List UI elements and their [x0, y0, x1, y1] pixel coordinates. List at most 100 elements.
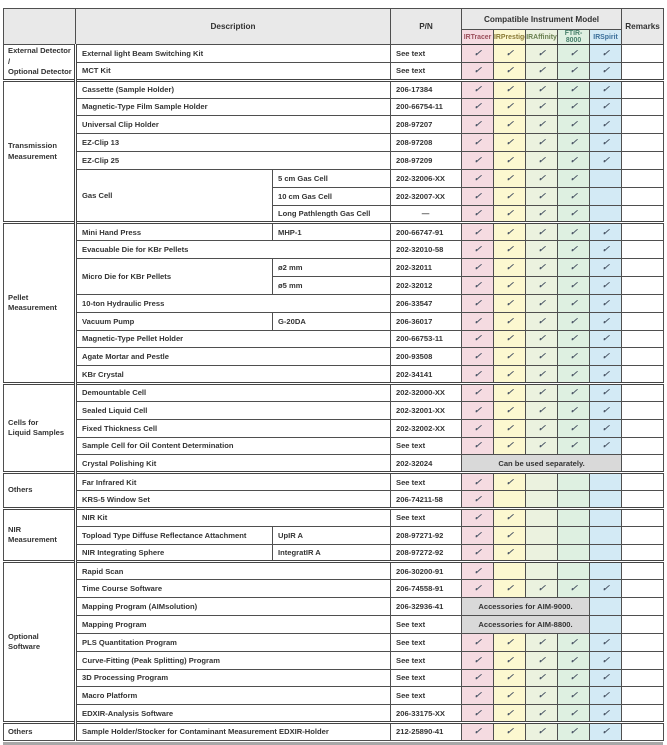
compat-cell-irtracer: ✓: [461, 97, 495, 117]
table-row: 3D Processing Program See text ✓ ✓ ✓ ✓ ✓: [4, 668, 665, 688]
check-icon: ✓: [569, 137, 579, 148]
compat-cell-irtracer: ✓: [461, 525, 495, 545]
check-icon: ✓: [601, 368, 611, 379]
check-icon: ✓: [473, 172, 483, 183]
remarks-cell: [621, 454, 665, 474]
compat-cell-ftir-8000: ✓: [557, 650, 591, 670]
table-row: Optional Software Rapid Scan 206-30200-91 ✓: [3, 560, 665, 724]
compat-cell-irtracer: ✓: [461, 560, 495, 581]
compat-cell-irspirit: ✓: [589, 133, 623, 153]
compat-cell-irspirit: [589, 490, 623, 509]
table-row: Agate Mortar and Pestle 200-93508 ✓ ✓ ✓ ✓ ✓: [4, 347, 665, 367]
compat-cell-irprestige: ✓: [493, 686, 527, 706]
compat-cell-ftir-8000: ✓: [557, 133, 591, 153]
description-cell: Mapping Program (AIMsolution): [74, 597, 392, 616]
compat-cell-irspirit: [589, 525, 623, 545]
pn-cell: 206-74558-91: [390, 579, 463, 599]
check-icon: ✓: [505, 101, 515, 112]
compat-cell-ftir-8000: [557, 490, 591, 509]
pn-cell: 206-17384: [390, 78, 463, 99]
pn-cell: See text: [390, 506, 463, 527]
compat-cell-irspirit: ✓: [589, 78, 623, 99]
pn-cell: 202-32001-XX: [390, 400, 463, 420]
compat-cell-ftir-8000: ✓: [557, 686, 591, 706]
remarks-cell: [621, 258, 665, 277]
check-icon: ✓: [601, 440, 611, 451]
check-icon: ✓: [473, 137, 483, 148]
compat-cell-irprestige: ✓: [493, 543, 527, 563]
compat-cell-irspirit: ✓: [589, 365, 623, 385]
compat-cell-irspirit: [589, 204, 623, 224]
description-cell: Sealed Liquid Cell: [74, 400, 392, 420]
check-icon: ✓: [569, 262, 579, 273]
compat-cell-iraffinity: ✓: [525, 115, 559, 135]
compat-cell-irspirit: ✓: [589, 436, 623, 456]
check-icon: ✓: [505, 726, 515, 737]
compat-cell-irtracer: ✓: [461, 293, 495, 313]
pn-cell: 208-97272-92: [390, 543, 463, 563]
table-row: Others Sample Holder/Stocker for Contamin…: [3, 721, 665, 741]
check-icon: ✓: [505, 65, 515, 76]
table-row: Cells for Liquid Samples Demountable Cell…: [3, 382, 665, 474]
check-icon: ✓: [569, 654, 579, 665]
table-row: ø5 mm 202-32012 ✓ ✓ ✓ ✓ ✓: [4, 275, 665, 295]
compat-cell-irtracer: ✓: [461, 506, 495, 527]
compat-cell-iraffinity: ✓: [525, 400, 559, 420]
description-cell: Time Course Software: [74, 579, 392, 599]
check-icon: ✓: [601, 154, 611, 165]
check-icon: ✓: [601, 119, 611, 130]
remarks-cell: [621, 329, 665, 349]
compat-cell-irspirit: [589, 597, 623, 616]
remarks-cell: [621, 382, 665, 402]
header-row-models: IRTracer IRPrestige IRAffinity FTIR-8000 IRS…: [4, 29, 664, 45]
check-icon: ✓: [505, 654, 515, 665]
check-icon: ✓: [601, 351, 611, 362]
compat-cell-ftir-8000: ✓: [557, 579, 591, 599]
check-icon: ✓: [473, 512, 483, 523]
check-icon: ✓: [505, 547, 515, 558]
check-icon: ✓: [505, 297, 515, 308]
sub-description-cell: Long Pathlength Gas Cell: [271, 204, 392, 224]
compat-cell-ftir-8000: ✓: [557, 311, 591, 331]
compat-cell-irtracer: ✓: [461, 400, 495, 420]
remarks-cell: [621, 704, 665, 724]
compat-cell-irtracer: ✓: [461, 490, 495, 509]
compat-cell-irspirit: ✓: [589, 115, 623, 135]
pn-header: P/N: [390, 8, 463, 45]
compat-cell-iraffinity: ✓: [525, 382, 559, 402]
description-cell: Mini Hand Press: [75, 221, 273, 242]
compat-cell-irspirit: ✓: [589, 721, 623, 741]
sub-description-cell: IntegratIR A: [271, 543, 392, 563]
check-icon: ✓: [473, 493, 483, 504]
check-icon: ✓: [537, 583, 547, 594]
compat-cell-ftir-8000: ✓: [557, 204, 591, 224]
compat-cell-ftir-8000: ✓: [557, 151, 591, 170]
compat-cell-irspirit: ✓: [589, 686, 623, 706]
compat-cell-irprestige: ✓: [493, 151, 527, 170]
compat-cell-iraffinity: ✓: [525, 186, 559, 206]
compat-cell-iraffinity: ✓: [525, 293, 559, 313]
check-icon: ✓: [601, 404, 611, 415]
compat-cell-iraffinity: ✓: [525, 204, 559, 224]
model-header-irtracer: IRTracer: [461, 29, 495, 45]
remarks-cell: [621, 615, 665, 634]
check-icon: ✓: [601, 707, 611, 718]
compat-cell-irtracer: ✓: [461, 347, 495, 367]
compat-cell-iraffinity: ✓: [525, 151, 559, 170]
compat-cell-irprestige: ✓: [493, 668, 527, 688]
check-icon: ✓: [537, 279, 547, 290]
check-icon: ✓: [537, 315, 547, 326]
compat-cell-irtracer: ✓: [461, 668, 495, 688]
compat-cell-ftir-8000: ✓: [557, 115, 591, 135]
compat-cell-irprestige: [493, 490, 527, 509]
remarks-cell: [621, 347, 665, 367]
check-icon: ✓: [473, 333, 483, 344]
remarks-cell: [621, 686, 665, 706]
pn-cell: 200-66754-11: [390, 97, 463, 117]
compat-cell-irprestige: ✓: [493, 115, 527, 135]
compatible-models-header: Compatible Instrument Model: [461, 8, 623, 30]
check-icon: ✓: [505, 119, 515, 130]
check-icon: ✓: [505, 262, 515, 273]
check-icon: ✓: [505, 368, 515, 379]
check-icon: ✓: [473, 119, 483, 130]
